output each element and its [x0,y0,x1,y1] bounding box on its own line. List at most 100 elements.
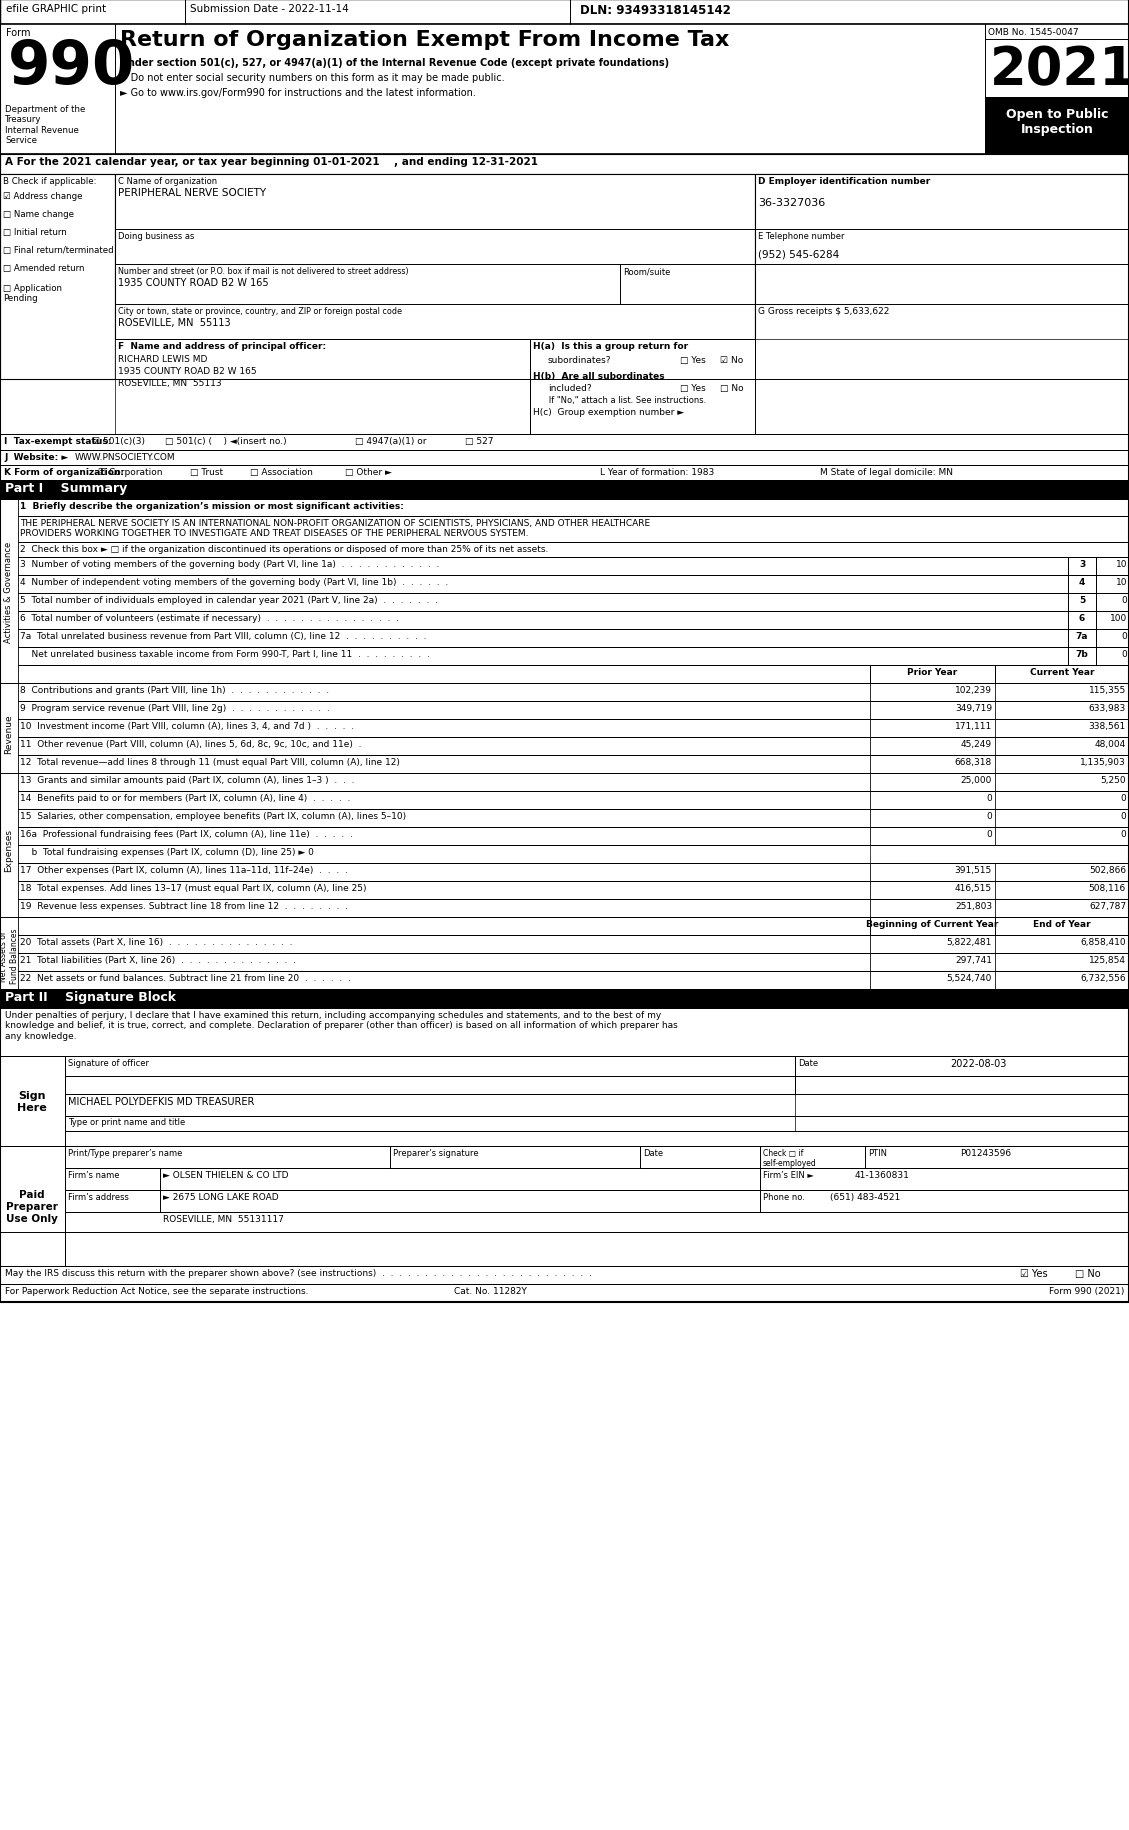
Text: □ Final return/terminated: □ Final return/terminated [3,245,114,254]
Bar [0,0,1129,1303]
Bar [0,1146,65,1266]
Text: Activities & Governance: Activities & Governance [5,542,14,642]
Text: 22  Net assets or fund balances. Subtract line 21 from line 20  .  .  .  .  .  .: 22 Net assets or fund balances. Subtract… [20,974,351,983]
Bar [995,917,1129,935]
Text: □ Trust: □ Trust [190,468,224,478]
Bar [870,756,995,774]
Text: ☑ No: ☑ No [720,355,743,364]
Bar [0,1285,1129,1303]
Bar [65,1211,1129,1232]
Text: ► OLSEN THIELEN & CO LTD: ► OLSEN THIELEN & CO LTD [163,1171,289,1179]
Text: WWW.PNSOCIETY.COM: WWW.PNSOCIETY.COM [75,452,176,461]
Bar [995,809,1129,827]
Bar [1068,611,1096,630]
Bar [18,882,870,900]
Text: M State of legal domicile: MN: M State of legal domicile: MN [820,468,953,478]
Bar [0,1008,1129,1056]
Bar [18,972,870,990]
Text: 7a: 7a [1076,631,1088,640]
Bar [18,827,870,845]
Text: 115,355: 115,355 [1088,686,1126,695]
Bar [18,611,1068,630]
Bar [0,26,1129,156]
Bar [995,774,1129,792]
Text: 15  Salaries, other compensation, employee benefits (Part IX, column (A), lines : 15 Salaries, other compensation, employe… [20,811,406,820]
Bar [1068,648,1096,666]
Text: □ No: □ No [720,384,744,393]
Text: □ Name change: □ Name change [3,210,75,220]
Bar [1068,558,1096,576]
Text: 1935 COUNTY ROAD B2 W 165: 1935 COUNTY ROAD B2 W 165 [119,366,256,375]
Text: 990: 990 [8,38,135,97]
Text: 7a  Total unrelated business revenue from Part VIII, column (C), line 12  .  .  : 7a Total unrelated business revenue from… [20,631,427,640]
Bar [0,990,1129,1008]
Text: Firm’s address: Firm’s address [68,1193,129,1200]
Text: P01243596: P01243596 [960,1149,1012,1157]
Bar [995,900,1129,917]
Text: Revenue: Revenue [5,714,14,754]
Bar [18,593,1068,611]
Text: Paid
Preparer
Use Only: Paid Preparer Use Only [6,1190,58,1222]
Text: 4  Number of independent voting members of the governing body (Part VI, line 1b): 4 Number of independent voting members o… [20,578,448,587]
Bar [755,176,1129,381]
Bar [995,935,1129,953]
Text: Cat. No. 11282Y: Cat. No. 11282Y [454,1286,526,1296]
Bar [0,450,1129,467]
Bar [995,684,1129,701]
Bar [870,972,995,990]
Text: Net Assets or
Fund Balances: Net Assets or Fund Balances [0,928,19,983]
Bar [65,1146,1129,1168]
Text: 7b: 7b [1076,650,1088,659]
Text: 627,787: 627,787 [1088,902,1126,911]
Text: subordinates?: subordinates? [548,355,612,364]
Text: 0: 0 [1120,829,1126,838]
Bar [18,809,870,827]
Bar [18,845,870,864]
Text: 10  Investment income (Part VIII, column (A), lines 3, 4, and 7d )  .  .  .  .  : 10 Investment income (Part VIII, column … [20,721,355,730]
Bar [870,900,995,917]
Bar [1096,648,1129,666]
Text: RICHARD LEWIS MD: RICHARD LEWIS MD [119,355,208,364]
Text: THE PERIPHERAL NERVE SOCIETY IS AN INTERNATIONAL NON-PROFIT ORGANIZATION OF SCIE: THE PERIPHERAL NERVE SOCIETY IS AN INTER… [20,518,650,538]
Text: 125,854: 125,854 [1089,955,1126,964]
Text: 6,858,410: 6,858,410 [1080,937,1126,946]
Text: 0: 0 [987,811,992,820]
Bar [1096,611,1129,630]
Bar [65,1116,795,1131]
Bar [18,864,870,882]
Bar [18,500,1129,516]
Text: 2  Check this box ► □ if the organization discontinued its operations or dispose: 2 Check this box ► □ if the organization… [20,545,549,554]
Bar [0,176,115,381]
Text: 25,000: 25,000 [961,776,992,785]
Text: ☑ 501(c)(3): ☑ 501(c)(3) [91,437,145,447]
Bar [18,935,870,953]
Text: 668,318: 668,318 [955,758,992,767]
Text: 13  Grants and similar amounts paid (Part IX, column (A), lines 1–3 )  .  .  .: 13 Grants and similar amounts paid (Part… [20,776,355,785]
Text: 10: 10 [1115,578,1127,587]
Text: 2022-08-03: 2022-08-03 [949,1058,1006,1069]
Text: Firm’s name: Firm’s name [68,1171,120,1179]
Text: Part II    Signature Block: Part II Signature Block [5,990,176,1003]
Bar [18,756,870,774]
Text: H(b)  Are all subordinates: H(b) Are all subordinates [533,371,665,381]
Text: 6  Total number of volunteers (estimate if necessary)  .  .  .  .  .  .  .  .  .: 6 Total number of volunteers (estimate i… [20,613,399,622]
Text: (952) 545-6284: (952) 545-6284 [758,249,839,258]
Text: E Telephone number: E Telephone number [758,232,844,242]
Text: Form: Form [6,27,30,38]
Text: Return of Organization Exempt From Income Tax: Return of Organization Exempt From Incom… [120,29,729,49]
Text: 4: 4 [1079,578,1085,587]
Bar [18,684,870,701]
Text: I  Tax-exempt status:: I Tax-exempt status: [5,437,112,447]
Text: DLN: 93493318145142: DLN: 93493318145142 [580,4,730,16]
Bar [18,630,1068,648]
Text: Current Year: Current Year [1030,668,1094,677]
Text: Date: Date [644,1149,663,1157]
Text: 0: 0 [1121,597,1127,604]
Bar [995,864,1129,882]
Bar [18,737,870,756]
Text: 633,983: 633,983 [1088,703,1126,712]
Text: efile GRAPHIC print: efile GRAPHIC print [6,4,106,15]
Bar [0,481,1129,500]
Text: Open to Public
Inspection: Open to Public Inspection [1006,108,1109,135]
Text: 8  Contributions and grants (Part VIII, line 1h)  .  .  .  .  .  .  .  .  .  .  : 8 Contributions and grants (Part VIII, l… [20,686,330,695]
